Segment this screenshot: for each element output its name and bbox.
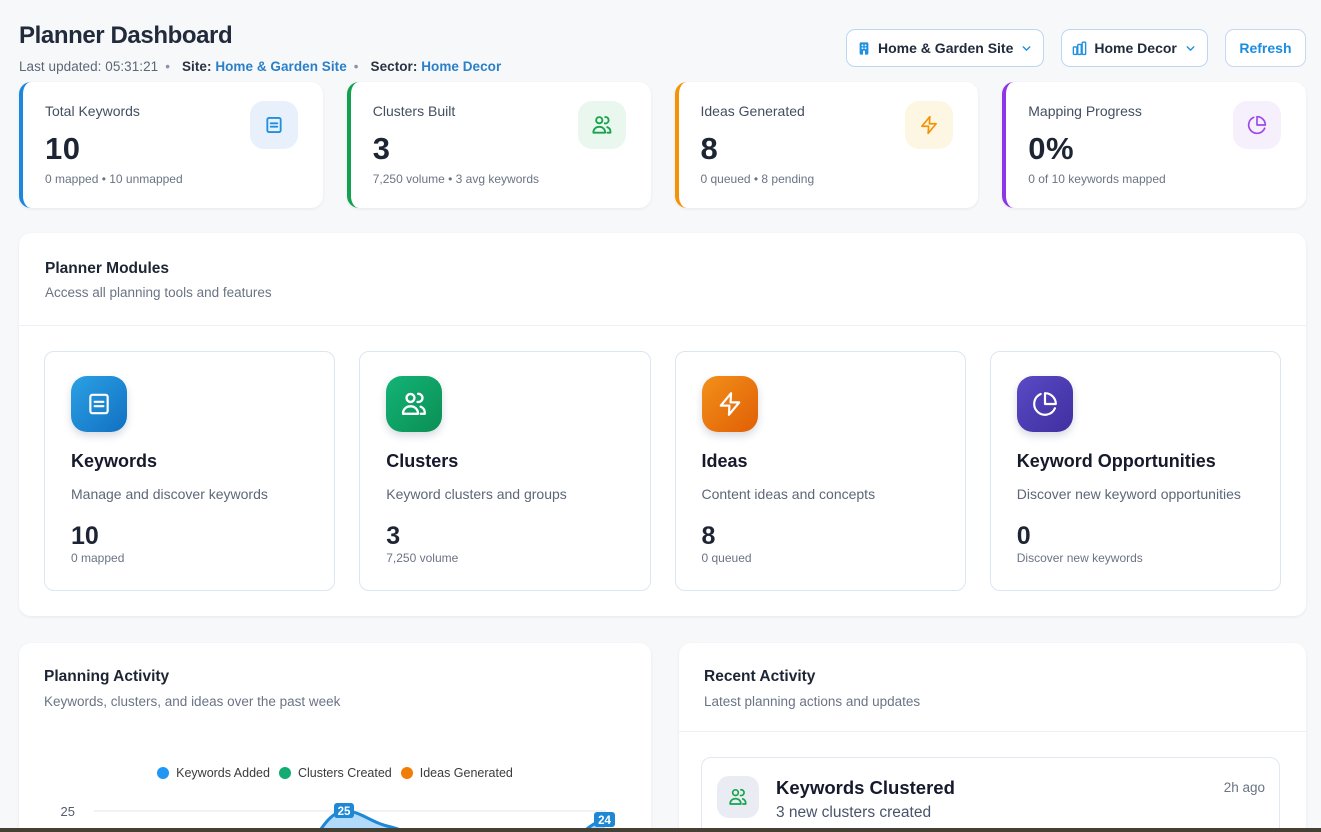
- svg-text:25: 25: [338, 806, 351, 818]
- svg-text:25: 25: [61, 804, 75, 819]
- svg-text:24: 24: [598, 815, 611, 827]
